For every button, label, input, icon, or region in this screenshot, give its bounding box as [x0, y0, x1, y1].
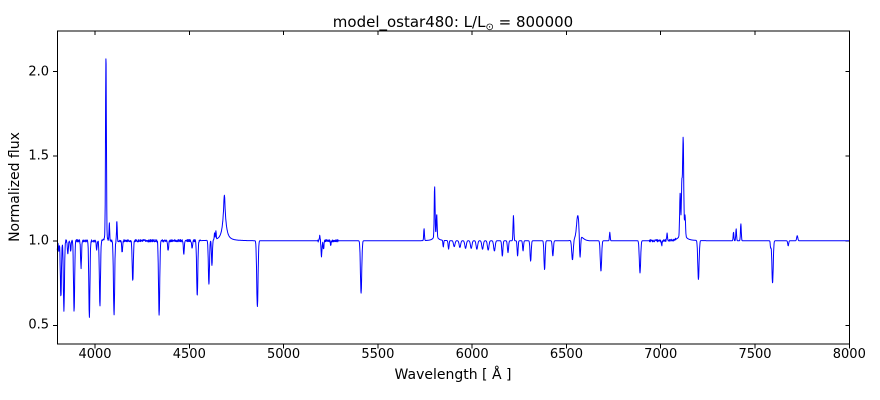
- y-tick-label: 1.0: [28, 233, 49, 249]
- x-tick-label: 6500: [549, 347, 583, 362]
- x-tick-label: 5500: [361, 347, 395, 362]
- solar-symbol: ⊙: [485, 22, 494, 33]
- x-tick-label: 7500: [738, 347, 772, 362]
- x-tick-label: 8000: [832, 347, 866, 362]
- x-tick-label: 6000: [455, 347, 489, 362]
- tick-marks: [52, 31, 850, 349]
- x-tick-label: 4500: [172, 347, 206, 362]
- plot-title-value: = 800000: [493, 13, 574, 31]
- plot-frame: [56, 30, 850, 345]
- plot-title-text: model_ostar480: L/L: [332, 13, 486, 31]
- y-tick-label: 2.0: [28, 64, 49, 80]
- x-tick-label: 7000: [644, 347, 678, 362]
- y-tick-label: 1.5: [28, 148, 49, 164]
- x-tick-label: 5000: [267, 347, 301, 362]
- y-tick-label: 0.5: [28, 317, 49, 333]
- plot-title: model_ostar480: L/L⊙ = 800000: [332, 13, 574, 33]
- x-tick-label: 4000: [78, 347, 112, 362]
- x-axis-label: Wavelength [ Å ]: [394, 367, 512, 383]
- spectrum-line: [56, 58, 850, 318]
